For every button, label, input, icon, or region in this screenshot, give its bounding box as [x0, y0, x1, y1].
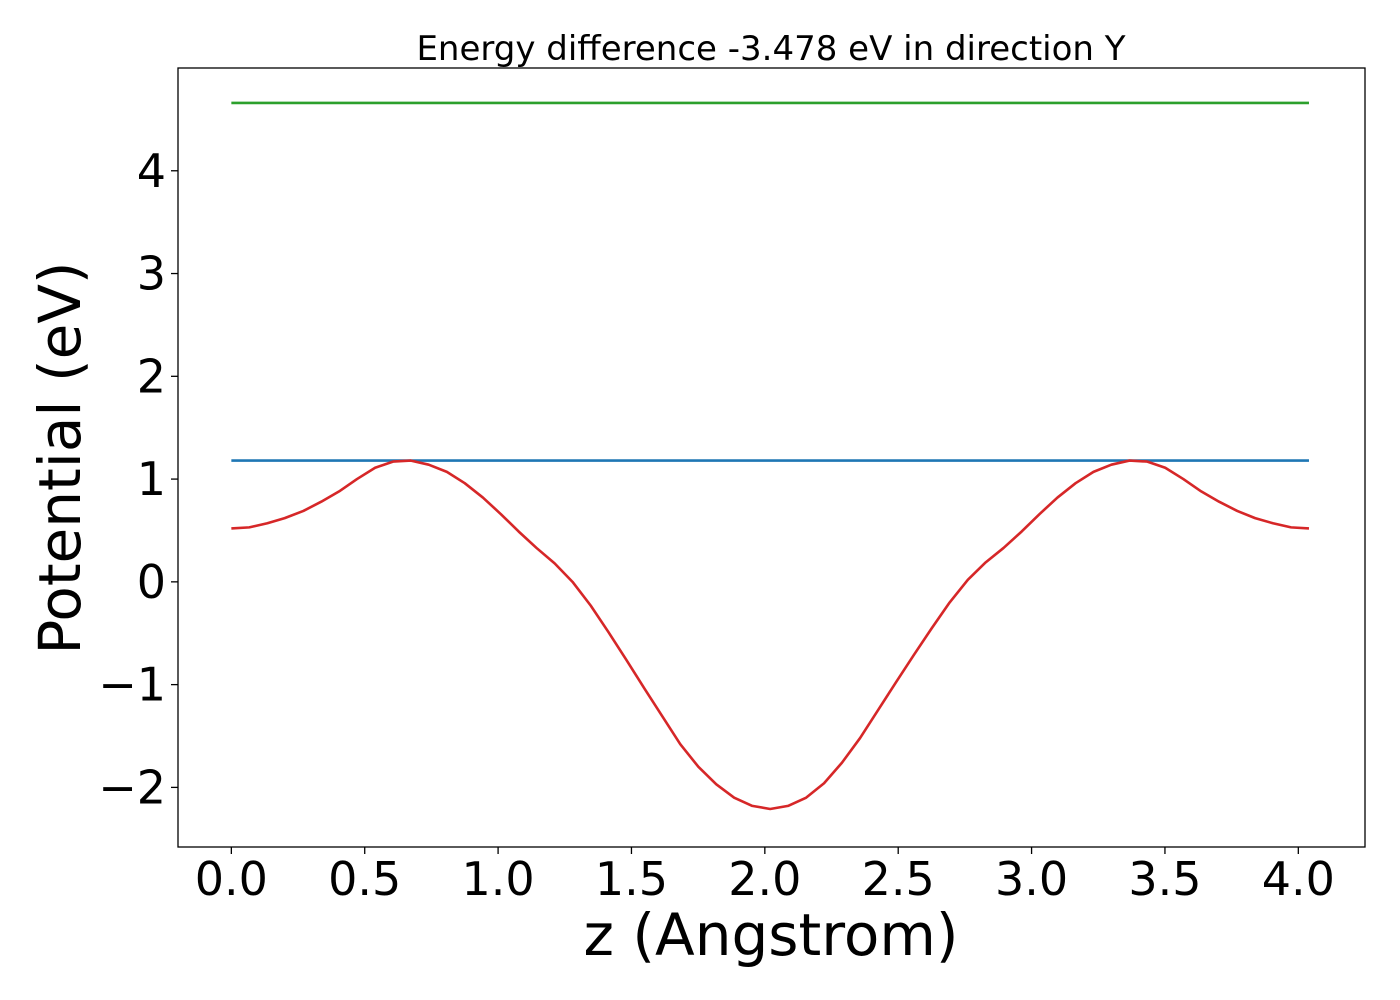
y-tick-label: 1 — [137, 452, 166, 506]
x-tick-label: 1.0 — [462, 852, 535, 906]
x-tick-label: 3.0 — [995, 852, 1068, 906]
chart-title: Energy difference -3.478 eV in direction… — [416, 29, 1125, 69]
y-tick-label: −2 — [98, 760, 166, 814]
x-tick-label: 3.5 — [1128, 852, 1201, 906]
x-axis-label: z (Angstrom) — [584, 901, 959, 969]
x-tick-label: 2.5 — [862, 852, 935, 906]
y-axis-ticks: −2 −1 0 1 2 3 4 — [98, 144, 178, 814]
x-tick-label: 0.5 — [328, 852, 401, 906]
y-tick-label: −1 — [98, 658, 166, 712]
x-tick-label: 0.0 — [195, 852, 268, 906]
y-tick-label: 0 — [137, 555, 166, 609]
series-line-2 — [231, 459, 1310, 811]
y-tick-label: 4 — [137, 144, 166, 198]
plot-frame — [177, 67, 1366, 848]
y-tick-label: 3 — [137, 247, 166, 301]
series-layer — [231, 101, 1310, 811]
y-tick-label: 2 — [137, 349, 166, 403]
x-tick-label: 1.5 — [595, 852, 668, 906]
x-tick-label: 4.0 — [1262, 852, 1335, 906]
y-axis-label: Potential (eV) — [26, 261, 94, 654]
x-tick-label: 2.0 — [728, 852, 801, 906]
x-axis-ticks: 0.0 0.5 1.0 1.5 2.0 2.5 3.0 3.5 4.0 — [195, 847, 1335, 906]
